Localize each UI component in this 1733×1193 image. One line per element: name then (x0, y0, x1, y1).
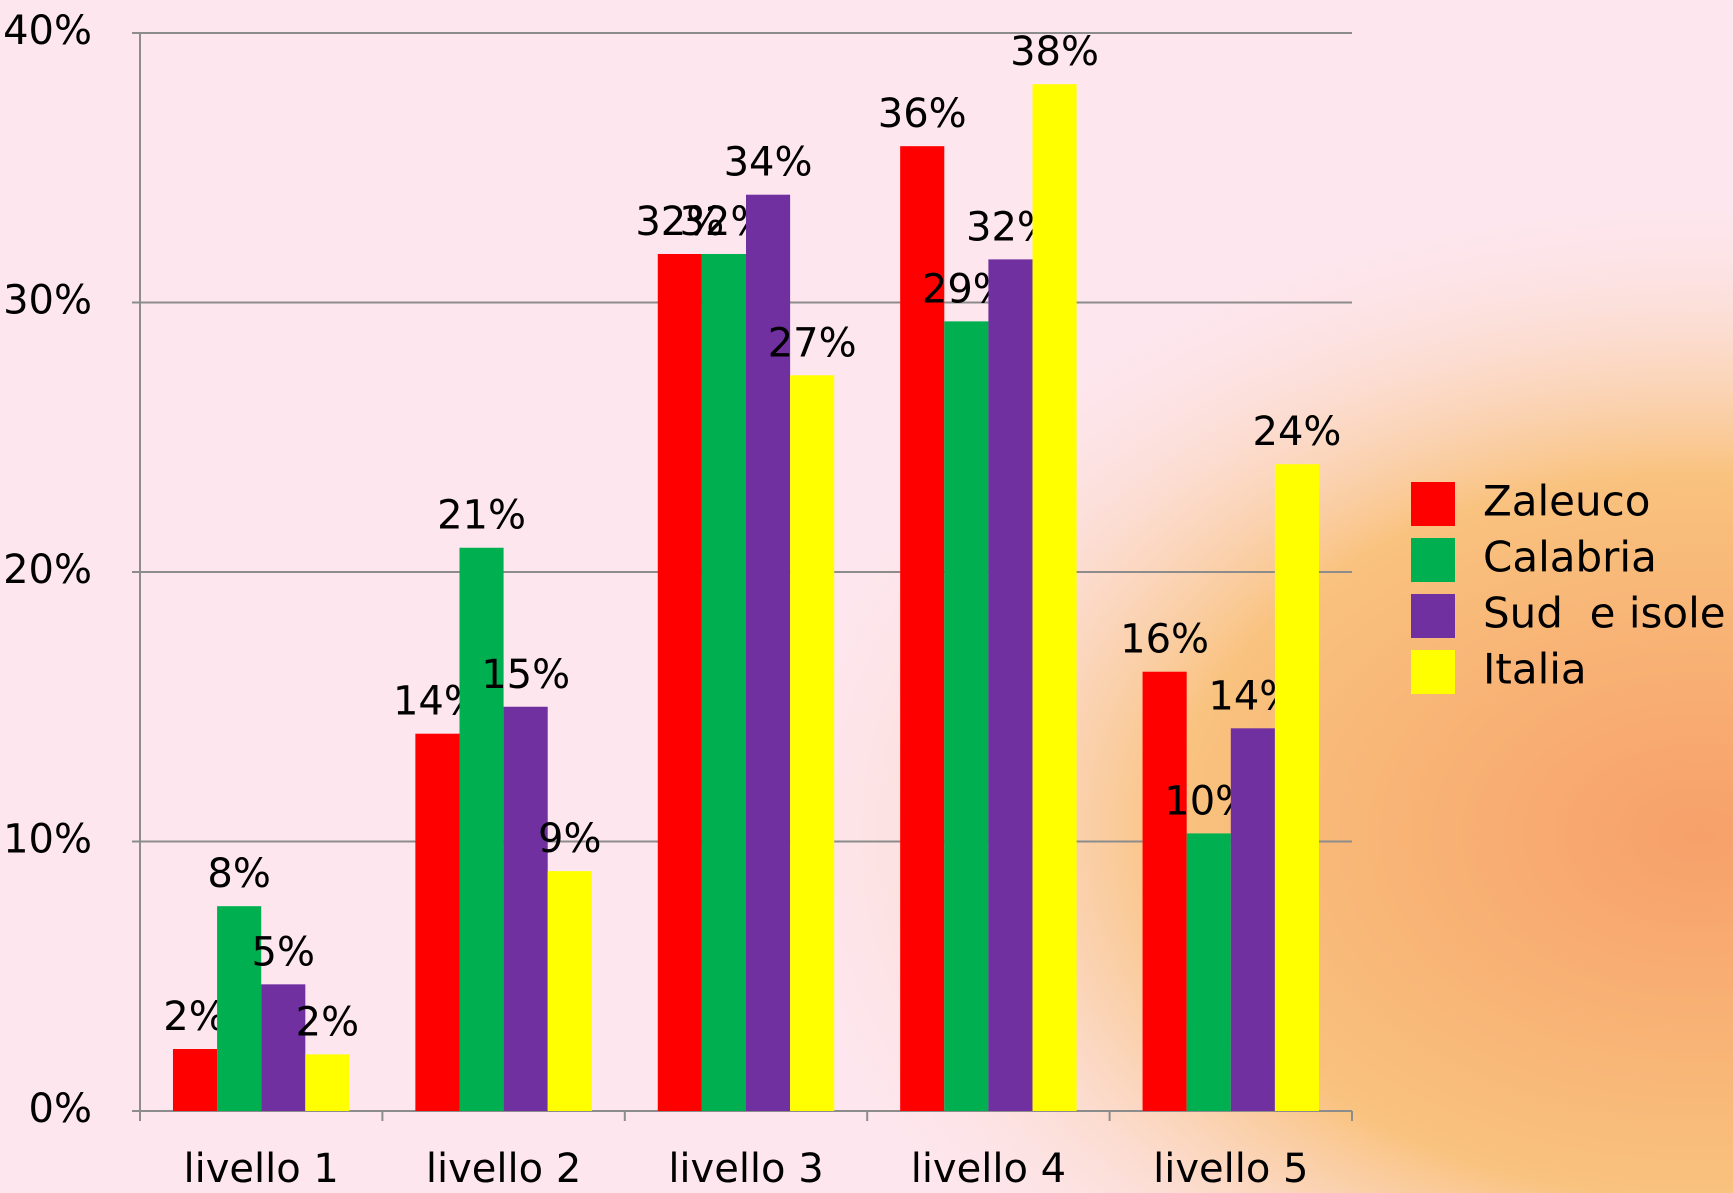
bar (305, 1054, 350, 1111)
data-label: 34% (724, 140, 813, 186)
legend-swatch (1411, 594, 1455, 638)
y-tick-label: 40% (3, 8, 92, 54)
data-label: 2% (296, 999, 359, 1045)
data-label: 27% (768, 320, 857, 366)
bar (657, 253, 702, 1112)
legend-label: Zaleuco (1483, 477, 1650, 526)
data-label: 21% (437, 493, 526, 539)
data-label: 24% (1253, 409, 1342, 455)
bar (1274, 464, 1320, 1111)
legend-swatch (1411, 650, 1455, 694)
data-label: 15% (481, 652, 570, 698)
bar (415, 733, 460, 1111)
legend-swatch (1411, 482, 1455, 526)
x-tick-label: livello 5 (1153, 1146, 1308, 1192)
bar (217, 906, 262, 1111)
x-tick-label: livello 4 (911, 1146, 1066, 1192)
bar (1230, 728, 1275, 1111)
bar (701, 253, 746, 1112)
y-tick-label: 0% (29, 1086, 92, 1132)
bar (746, 194, 791, 1111)
data-label: 2% (163, 994, 226, 1040)
data-label: 8% (207, 851, 270, 897)
bar (1142, 671, 1187, 1111)
data-label: 16% (1120, 617, 1209, 663)
bar (261, 984, 306, 1111)
x-tick-label: livello 1 (184, 1146, 339, 1192)
data-label: 5% (252, 929, 315, 975)
x-tick-label: livello 3 (668, 1146, 823, 1192)
x-tick-label: livello 2 (426, 1146, 581, 1192)
y-tick-label: 10% (3, 817, 92, 863)
data-label: 32% (635, 199, 724, 245)
bar (459, 547, 504, 1111)
legend-label: Calabria (1483, 533, 1657, 582)
bar (988, 259, 1033, 1111)
data-label: 36% (878, 91, 967, 137)
legend-swatch (1411, 538, 1455, 582)
legend-label: Sud e isole (1483, 589, 1726, 638)
bar (944, 321, 989, 1111)
bar (172, 1049, 218, 1111)
data-label: 9% (538, 816, 601, 862)
bar (790, 375, 835, 1111)
bar (1186, 833, 1231, 1111)
y-tick-label: 20% (3, 547, 92, 593)
legend-label: Italia (1483, 645, 1587, 694)
data-label: 38% (1010, 29, 1099, 75)
y-tick-label: 30% (3, 278, 92, 324)
bar (900, 146, 945, 1111)
bar (547, 871, 592, 1111)
bar (503, 706, 548, 1111)
bar (1032, 84, 1077, 1112)
